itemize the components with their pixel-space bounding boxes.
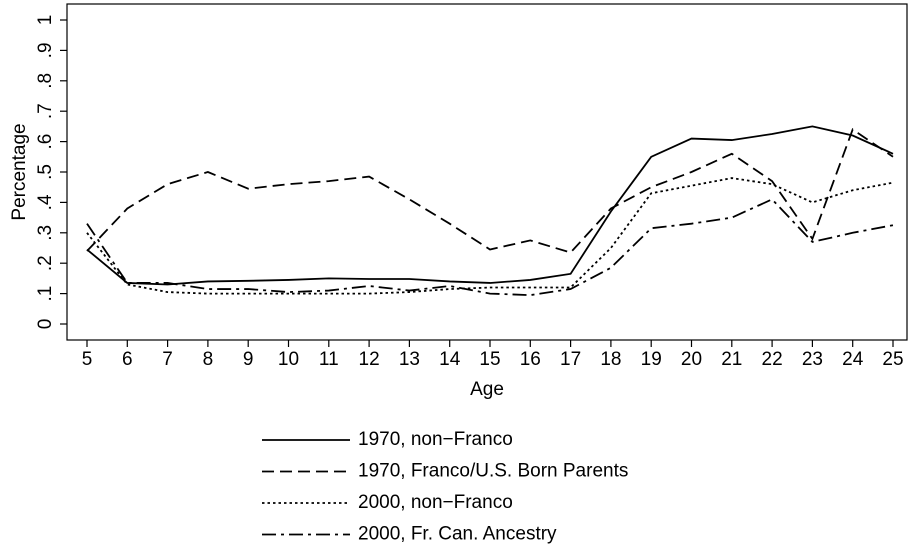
y-tick-label: .8: [35, 73, 56, 89]
legend-label: 1970, Franco/U.S. Born Parents: [358, 461, 628, 482]
x-tick-label: 21: [721, 349, 742, 370]
series-line: [86, 177, 894, 295]
x-tick-label: 8: [203, 349, 214, 370]
x-tick-label: 13: [399, 349, 420, 370]
y-tick-label: 1: [35, 15, 56, 26]
x-tick-label: 15: [479, 349, 500, 370]
x-tick-label: 12: [359, 349, 380, 370]
x-tick-label: 5: [82, 349, 93, 370]
y-axis-label: Percentage: [9, 123, 30, 220]
series-line: [86, 198, 894, 297]
x-tick-label: 9: [243, 349, 254, 370]
x-axis-label: Age: [470, 379, 504, 400]
series-line: [86, 125, 894, 286]
x-tick-label: 25: [882, 349, 903, 370]
y-tick-label: .6: [35, 134, 56, 150]
x-tick-label: 17: [560, 349, 581, 370]
plot-frame: [66, 3, 908, 341]
x-tick-label: 10: [278, 349, 299, 370]
x-tick-label: 23: [802, 349, 823, 370]
y-tick-label: .5: [35, 164, 56, 180]
y-tick-label: .1: [35, 286, 56, 302]
x-tick-label: 24: [842, 349, 864, 370]
x-tick-label: 19: [641, 349, 662, 370]
legend-label: 1970, non−Franco: [358, 429, 513, 450]
series-line: [86, 128, 894, 254]
x-tick-label: 6: [122, 349, 133, 370]
x-tick-label: 18: [600, 349, 621, 370]
y-tick-label: .2: [35, 255, 56, 271]
x-tick-label: 20: [681, 349, 702, 370]
x-tick-label: 7: [162, 349, 173, 370]
legend-label: 2000, non−Franco: [358, 492, 513, 513]
y-tick-label: .3: [35, 225, 56, 241]
y-tick-label: .4: [35, 194, 56, 210]
y-tick-label: 0: [35, 319, 56, 330]
x-tick-label: 22: [762, 349, 783, 370]
y-tick-label: .9: [35, 42, 56, 58]
x-tick-label: 14: [439, 349, 461, 370]
x-tick-label: 11: [319, 349, 339, 370]
legend-label: 2000, Fr. Can. Ancestry: [358, 524, 557, 545]
x-tick-label: 16: [520, 349, 541, 370]
y-tick-label: .7: [35, 103, 56, 119]
